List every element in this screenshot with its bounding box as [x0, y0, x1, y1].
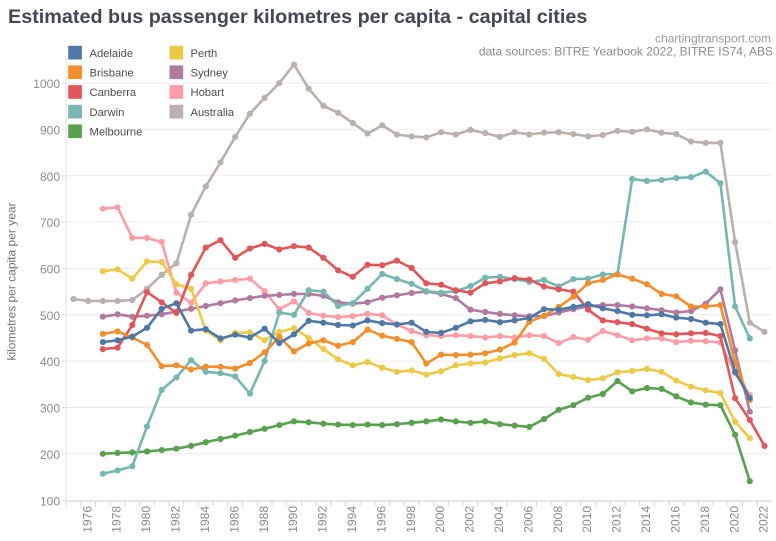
svg-text:2010: 2010: [580, 506, 594, 533]
svg-text:1976: 1976: [80, 506, 94, 533]
svg-text:900: 900: [40, 124, 60, 138]
svg-text:700: 700: [40, 216, 60, 230]
svg-text:400: 400: [40, 355, 60, 369]
svg-text:Sydney: Sydney: [191, 67, 229, 79]
svg-text:Adelaide: Adelaide: [90, 48, 134, 60]
svg-text:Perth: Perth: [191, 48, 218, 60]
svg-text:Melbourne: Melbourne: [90, 126, 143, 138]
svg-text:800: 800: [40, 170, 60, 184]
svg-text:1984: 1984: [198, 506, 212, 533]
svg-text:2018: 2018: [698, 506, 712, 533]
svg-text:2006: 2006: [521, 506, 535, 533]
svg-text:data sources: BITRE Yearbook 2: data sources: BITRE Yearbook 2022, BITRE…: [479, 45, 773, 59]
svg-text:2014: 2014: [639, 506, 653, 533]
svg-text:Hobart: Hobart: [191, 87, 225, 99]
svg-text:2004: 2004: [492, 506, 506, 533]
svg-text:Brisbane: Brisbane: [90, 67, 134, 79]
svg-text:2020: 2020: [727, 506, 741, 533]
svg-text:2008: 2008: [551, 506, 565, 533]
svg-text:1992: 1992: [316, 506, 330, 533]
svg-text:Australia: Australia: [191, 107, 235, 119]
svg-text:2012: 2012: [610, 506, 624, 533]
svg-text:kilometres per capita per year: kilometres per capita per year: [5, 202, 19, 360]
svg-text:1996: 1996: [374, 506, 388, 533]
svg-text:1978: 1978: [110, 506, 124, 533]
svg-text:1980: 1980: [139, 506, 153, 533]
svg-text:500: 500: [40, 309, 60, 323]
svg-text:200: 200: [40, 448, 60, 462]
svg-text:1986: 1986: [227, 506, 241, 533]
svg-text:100: 100: [40, 494, 60, 508]
svg-text:1994: 1994: [345, 506, 359, 533]
svg-text:2022: 2022: [757, 506, 771, 533]
svg-text:Estimated bus passenger kilome: Estimated bus passenger kilometres per c…: [8, 6, 587, 28]
svg-text:1988: 1988: [257, 506, 271, 533]
svg-text:1982: 1982: [169, 506, 183, 533]
svg-text:1000: 1000: [33, 77, 60, 91]
svg-text:Canberra: Canberra: [90, 87, 137, 99]
svg-text:2002: 2002: [463, 506, 477, 533]
svg-text:1998: 1998: [404, 506, 418, 533]
svg-text:2000: 2000: [433, 506, 447, 533]
svg-text:Darwin: Darwin: [90, 107, 125, 119]
svg-text:chartingtransport.com: chartingtransport.com: [655, 32, 771, 46]
svg-text:1990: 1990: [286, 506, 300, 533]
svg-text:2016: 2016: [669, 506, 683, 533]
svg-text:600: 600: [40, 263, 60, 277]
svg-text:300: 300: [40, 402, 60, 416]
